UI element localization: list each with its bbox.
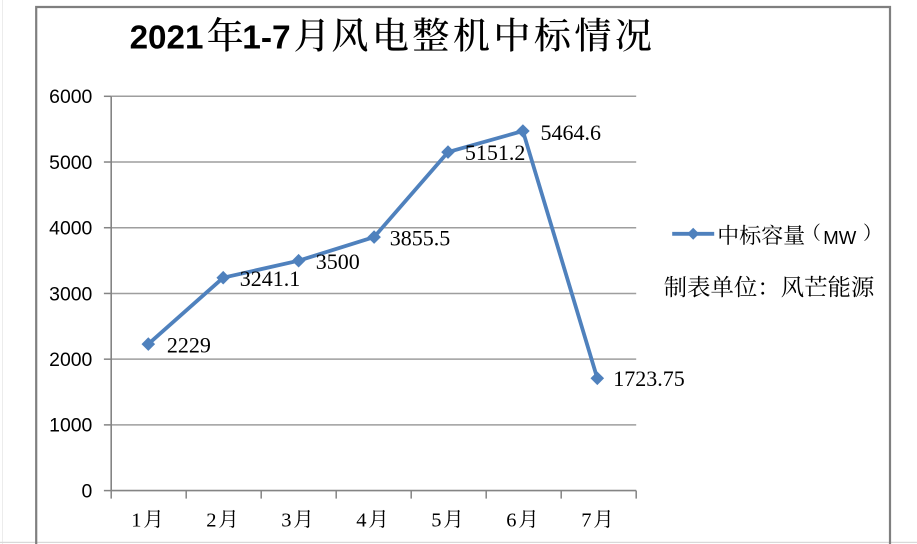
svg-text:5: 5 (431, 509, 441, 531)
svg-text:0: 0 (82, 480, 93, 502)
svg-text:2229: 2229 (167, 332, 211, 357)
svg-text:6: 6 (506, 509, 516, 531)
svg-text:2021: 2021 (130, 19, 204, 56)
svg-text:3241.1: 3241.1 (240, 266, 301, 291)
svg-text:5464.6: 5464.6 (541, 120, 602, 145)
svg-text:3500: 3500 (316, 249, 360, 274)
svg-text:4000: 4000 (49, 218, 92, 240)
svg-text:2000: 2000 (49, 349, 92, 371)
svg-text:1-7: 1-7 (242, 19, 290, 56)
svg-text:2: 2 (206, 509, 216, 531)
svg-text:5000: 5000 (49, 152, 92, 174)
svg-text:3000: 3000 (49, 283, 92, 305)
svg-text:5151.2: 5151.2 (465, 140, 526, 165)
svg-text:3855.5: 3855.5 (390, 226, 451, 251)
svg-text:3: 3 (281, 509, 291, 531)
svg-text:7: 7 (581, 509, 591, 531)
svg-text:4: 4 (356, 509, 366, 531)
svg-text:MW: MW (823, 227, 856, 248)
svg-text:1723.75: 1723.75 (613, 366, 685, 391)
svg-text:1000: 1000 (49, 415, 92, 437)
svg-text:1: 1 (131, 509, 141, 531)
svg-text:6000: 6000 (49, 86, 92, 108)
